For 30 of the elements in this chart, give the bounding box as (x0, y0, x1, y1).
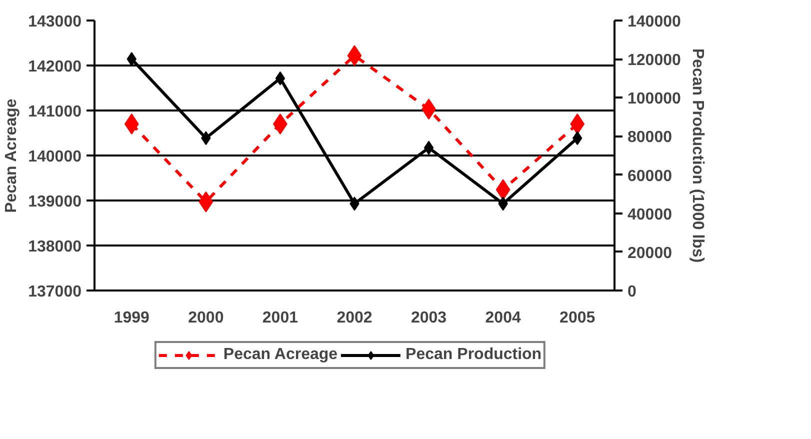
x-tick-label: 2002 (336, 310, 372, 326)
x-tick-label: 2005 (560, 310, 596, 326)
y-tick-label: 138000 (28, 238, 82, 256)
legend-label: Pecan Production (406, 346, 542, 364)
x-tick-label: 1999 (114, 310, 150, 326)
y-axis-title: Pecan Acreage (3, 98, 20, 213)
point (424, 140, 434, 155)
y-tick-label: 142000 (28, 58, 82, 76)
x-tick-label: 2003 (410, 310, 447, 326)
point (124, 114, 139, 134)
y2-axis-title: Pecan Production (1000 lbs) (688, 48, 706, 263)
point (275, 71, 286, 86)
y2-tick-label: 100000 (628, 90, 681, 108)
y-tick-label: 141000 (28, 104, 82, 120)
y2-tick-label: 120000 (628, 52, 681, 70)
y2-tick-label: 140000 (628, 14, 681, 30)
x-tick-label: 2004 (485, 310, 521, 326)
x-tick-label: 2000 (188, 310, 224, 326)
y-tick-label: 143000 (28, 14, 82, 30)
y-tick-label: 139000 (28, 194, 82, 210)
point (570, 114, 585, 134)
y-tick-label: 137000 (28, 284, 82, 300)
legend-label: Pecan Acreage (223, 346, 338, 364)
y2-tick-label: 0 (628, 284, 636, 300)
x-tick-label: 2001 (262, 310, 298, 326)
y-tick-label: 140000 (28, 148, 82, 166)
y2-tick-label: 20000 (628, 244, 672, 262)
y2-tick-label: 40000 (628, 206, 672, 224)
y2-tick-label: 60000 (628, 168, 672, 185)
y2-tick-label: 80000 (628, 129, 672, 146)
